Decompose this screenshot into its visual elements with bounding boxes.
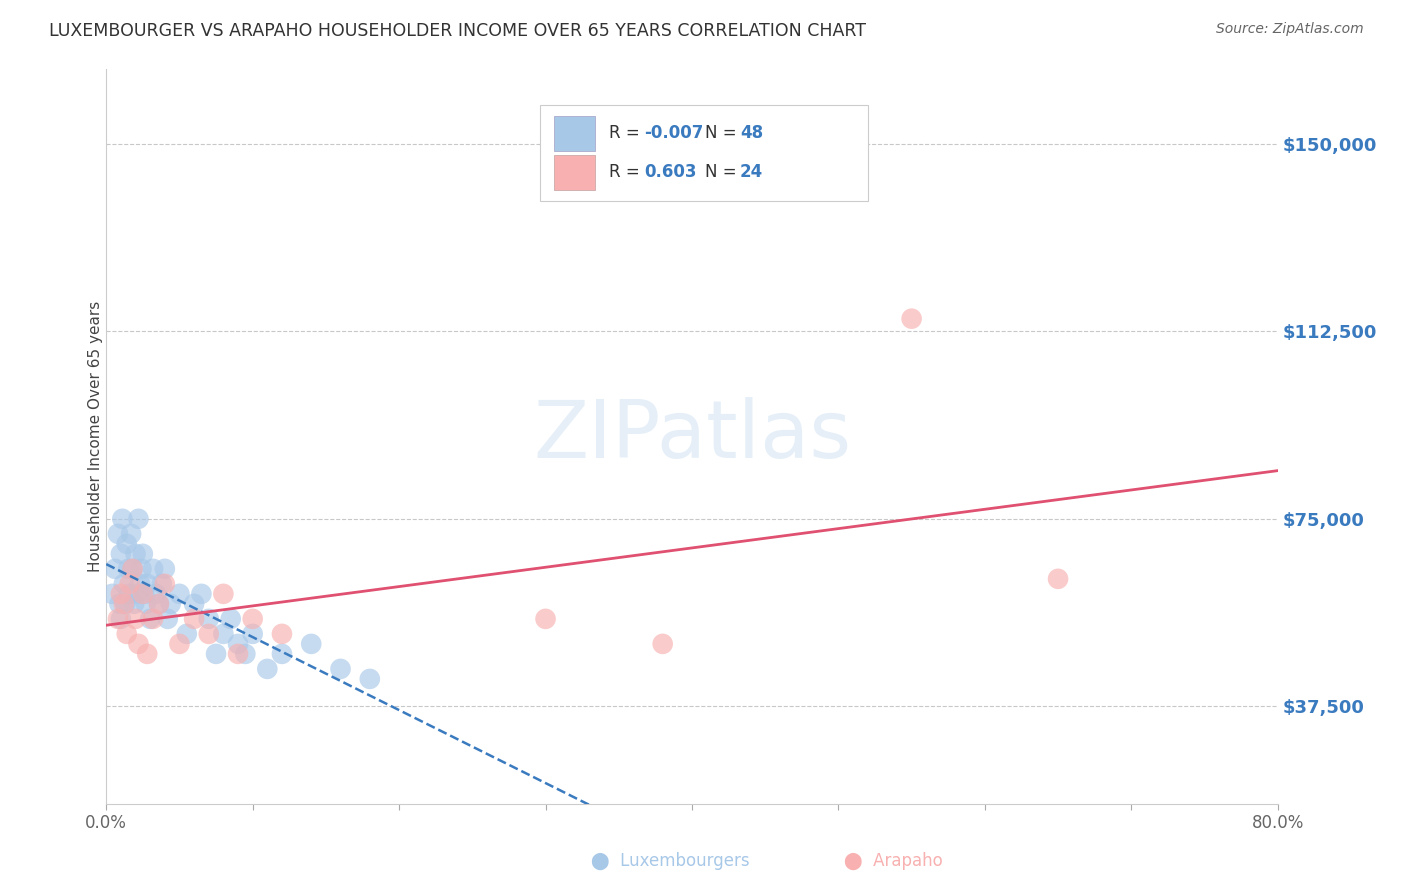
Point: [129, 577, 152, 591]
Text: 48: 48: [740, 124, 763, 142]
Point: [110, 612, 132, 626]
Point: [139, 612, 162, 626]
Text: -0.007: -0.007: [644, 124, 703, 142]
Point: [212, 587, 235, 601]
Point: [118, 577, 141, 591]
Point: [111, 512, 134, 526]
Point: [242, 612, 264, 626]
Point: [142, 612, 165, 626]
Point: [156, 612, 179, 626]
Point: [271, 627, 294, 641]
Point: [107, 612, 129, 626]
Point: [183, 597, 205, 611]
Point: [205, 647, 228, 661]
Point: [235, 647, 257, 661]
FancyBboxPatch shape: [540, 105, 868, 201]
Point: [108, 597, 131, 611]
Point: [115, 627, 138, 641]
Text: N =: N =: [704, 124, 742, 142]
Point: [176, 627, 198, 641]
Point: [271, 647, 294, 661]
Point: [219, 612, 242, 626]
Point: [118, 587, 141, 601]
Text: ⬤  Luxembourgers: ⬤ Luxembourgers: [591, 852, 749, 870]
Point: [148, 597, 170, 611]
Point: [183, 612, 205, 626]
Point: [136, 577, 159, 591]
Point: [226, 637, 249, 651]
Point: [127, 512, 149, 526]
Point: [132, 547, 155, 561]
Point: [121, 562, 143, 576]
Point: [145, 587, 167, 601]
Point: [122, 597, 145, 611]
Point: [136, 647, 159, 661]
Point: [153, 577, 176, 591]
FancyBboxPatch shape: [554, 154, 595, 190]
Point: [121, 562, 143, 576]
Point: [104, 562, 127, 576]
Point: [212, 627, 235, 641]
Point: [112, 597, 135, 611]
Point: [132, 587, 155, 601]
Point: [197, 612, 219, 626]
Point: [169, 587, 191, 601]
Point: [110, 547, 132, 561]
FancyBboxPatch shape: [554, 116, 595, 151]
Point: [135, 597, 157, 611]
Point: [329, 662, 352, 676]
Point: [101, 587, 124, 601]
Point: [120, 526, 142, 541]
Y-axis label: Householder Income Over 65 years: Householder Income Over 65 years: [87, 301, 103, 572]
Point: [299, 637, 322, 651]
Point: [110, 587, 132, 601]
Point: [534, 612, 557, 626]
Text: ZIPatlas: ZIPatlas: [533, 397, 851, 475]
Point: [125, 587, 148, 601]
Point: [1047, 572, 1070, 586]
Text: Source: ZipAtlas.com: Source: ZipAtlas.com: [1216, 22, 1364, 37]
Point: [242, 627, 264, 641]
Text: 24: 24: [740, 163, 763, 181]
Point: [117, 562, 139, 576]
Point: [127, 637, 149, 651]
Text: N =: N =: [704, 163, 742, 181]
Point: [226, 647, 249, 661]
Text: R =: R =: [609, 124, 645, 142]
Point: [115, 537, 138, 551]
Text: ⬤  Arapaho: ⬤ Arapaho: [844, 852, 942, 870]
Text: R =: R =: [609, 163, 645, 181]
Point: [900, 311, 922, 326]
Text: 0.603: 0.603: [644, 163, 696, 181]
Point: [150, 577, 173, 591]
Text: LUXEMBOURGER VS ARAPAHO HOUSEHOLDER INCOME OVER 65 YEARS CORRELATION CHART: LUXEMBOURGER VS ARAPAHO HOUSEHOLDER INCO…: [49, 22, 866, 40]
Point: [190, 587, 212, 601]
Point: [256, 662, 278, 676]
Point: [134, 587, 156, 601]
Point: [148, 597, 170, 611]
Point: [107, 526, 129, 541]
Point: [359, 672, 381, 686]
Point: [112, 577, 135, 591]
Point: [124, 547, 146, 561]
Point: [114, 597, 136, 611]
Point: [651, 637, 673, 651]
Point: [131, 562, 153, 576]
Point: [197, 627, 219, 641]
Point: [124, 612, 146, 626]
Point: [159, 597, 181, 611]
Point: [153, 562, 176, 576]
Point: [142, 562, 165, 576]
Point: [169, 637, 191, 651]
